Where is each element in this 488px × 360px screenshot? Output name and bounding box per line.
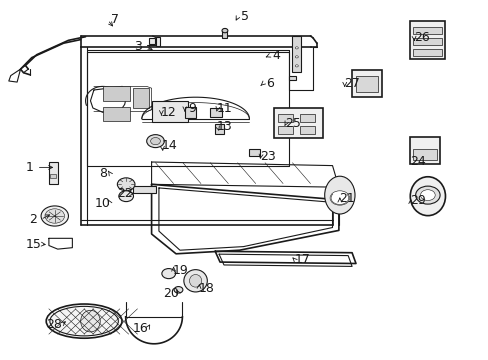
Circle shape: [295, 65, 298, 67]
Bar: [151, 101, 188, 122]
Bar: [210, 108, 222, 117]
Bar: [355, 76, 377, 92]
Bar: [299, 114, 315, 122]
Text: 27: 27: [344, 77, 359, 90]
Bar: [412, 49, 441, 56]
Circle shape: [174, 287, 183, 293]
Bar: [102, 86, 129, 101]
Bar: [49, 162, 58, 184]
Circle shape: [415, 186, 439, 204]
Bar: [299, 126, 315, 134]
Text: 4: 4: [272, 49, 280, 62]
Text: 25: 25: [285, 117, 301, 130]
Text: 13: 13: [217, 120, 232, 133]
Text: 24: 24: [409, 155, 425, 168]
Ellipse shape: [50, 306, 118, 336]
Bar: [351, 70, 382, 97]
Circle shape: [119, 191, 133, 202]
Text: 26: 26: [413, 31, 428, 44]
Text: 15: 15: [25, 238, 41, 251]
Bar: [412, 38, 441, 45]
Bar: [155, 37, 160, 46]
Bar: [133, 186, 156, 193]
Circle shape: [45, 209, 64, 223]
Bar: [288, 76, 295, 80]
Bar: [273, 108, 322, 138]
Text: 5: 5: [241, 10, 249, 23]
Text: 12: 12: [161, 106, 176, 119]
Text: 16: 16: [132, 322, 148, 335]
Ellipse shape: [81, 310, 100, 332]
Bar: [149, 38, 155, 44]
Bar: [133, 88, 148, 108]
Bar: [412, 27, 441, 34]
Text: 20: 20: [163, 287, 179, 300]
Bar: [215, 124, 224, 134]
Text: 2: 2: [29, 213, 37, 226]
Ellipse shape: [189, 275, 202, 287]
Circle shape: [117, 178, 135, 191]
Text: 3: 3: [134, 40, 142, 53]
Circle shape: [295, 56, 298, 58]
Circle shape: [162, 269, 175, 279]
Bar: [249, 149, 260, 156]
Circle shape: [222, 28, 227, 33]
Text: 10: 10: [95, 197, 110, 210]
Bar: [50, 174, 56, 178]
Bar: [409, 137, 439, 164]
Bar: [409, 21, 444, 59]
Circle shape: [329, 191, 349, 205]
Text: 28: 28: [46, 318, 61, 331]
Ellipse shape: [409, 177, 445, 216]
Bar: [222, 31, 227, 38]
Ellipse shape: [183, 270, 207, 292]
Ellipse shape: [46, 304, 122, 338]
Text: 21: 21: [339, 192, 354, 205]
Text: 7: 7: [111, 13, 119, 26]
Text: 29: 29: [409, 194, 425, 207]
Text: 17: 17: [294, 253, 309, 266]
Text: 19: 19: [173, 264, 188, 277]
Circle shape: [150, 138, 160, 145]
Text: 6: 6: [266, 77, 274, 90]
Bar: [102, 107, 129, 121]
Text: 8: 8: [99, 167, 106, 180]
Text: 11: 11: [217, 102, 232, 114]
Ellipse shape: [324, 176, 354, 214]
Text: 22: 22: [117, 187, 132, 200]
Text: 18: 18: [198, 282, 214, 295]
Text: 1: 1: [25, 161, 33, 174]
Circle shape: [295, 47, 298, 49]
Bar: [292, 36, 301, 72]
Circle shape: [41, 206, 68, 226]
Bar: [412, 149, 436, 160]
Bar: [277, 126, 293, 134]
Text: 23: 23: [260, 150, 275, 163]
Text: 14: 14: [162, 139, 177, 152]
Text: 9: 9: [188, 102, 196, 114]
Bar: [277, 114, 293, 122]
Bar: [184, 107, 195, 118]
Circle shape: [146, 135, 164, 148]
Circle shape: [420, 190, 434, 201]
